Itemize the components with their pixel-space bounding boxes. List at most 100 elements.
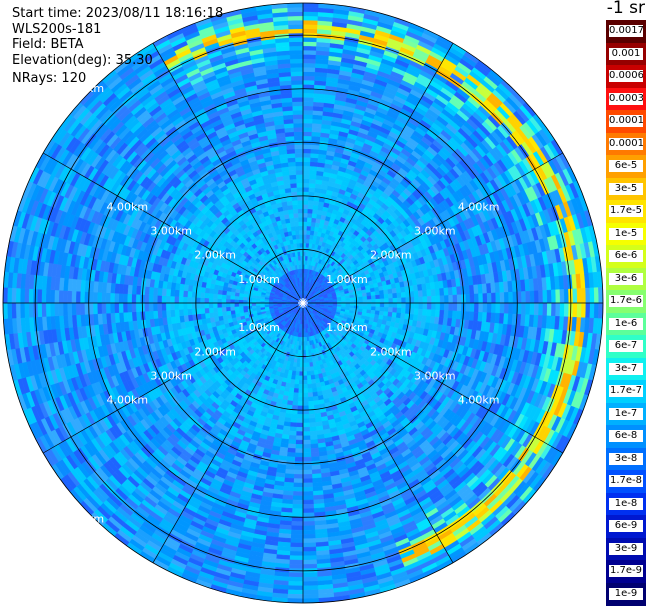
ray-gate bbox=[469, 293, 475, 304]
ray-gate bbox=[302, 551, 317, 557]
ray-gate bbox=[362, 296, 368, 301]
ray-gate bbox=[302, 379, 308, 385]
ray-gate bbox=[302, 512, 315, 518]
ray-gate bbox=[349, 300, 355, 304]
ray-gate bbox=[308, 182, 316, 189]
ray-gate bbox=[418, 302, 424, 310]
ray-gate bbox=[302, 15, 319, 21]
ray-gate bbox=[405, 302, 411, 309]
ray-gate bbox=[499, 302, 505, 314]
ray-gate bbox=[289, 422, 297, 428]
ray-gate bbox=[383, 289, 389, 295]
ray-gate bbox=[310, 152, 319, 159]
ray-gate bbox=[589, 302, 595, 319]
ray-gate bbox=[435, 295, 441, 304]
ray-gate bbox=[302, 109, 314, 115]
ray-gate bbox=[302, 486, 314, 492]
ray-gate bbox=[387, 311, 393, 318]
ray-gate bbox=[388, 298, 394, 304]
ray-gate bbox=[295, 439, 304, 445]
ray-gate bbox=[538, 302, 544, 316]
ray-gate bbox=[305, 362, 310, 368]
ray-gate bbox=[396, 297, 402, 304]
ray-gate bbox=[508, 291, 514, 304]
ray-gate bbox=[302, 559, 317, 565]
ray-gate bbox=[302, 75, 316, 81]
ray-gate bbox=[292, 491, 304, 497]
ray-gate bbox=[302, 88, 315, 94]
ray-gate bbox=[302, 169, 311, 175]
ray-gate bbox=[555, 289, 561, 304]
ray-gate bbox=[439, 287, 445, 297]
ray-gate bbox=[302, 585, 319, 591]
ray-gate bbox=[302, 62, 316, 68]
ray-gate bbox=[302, 345, 306, 351]
ray-gate bbox=[426, 296, 432, 304]
ray-gate bbox=[499, 292, 505, 304]
ray-gate bbox=[302, 97, 314, 103]
ray-gate bbox=[371, 302, 377, 308]
ray-gate bbox=[422, 309, 428, 317]
ray-gate bbox=[542, 290, 548, 304]
ray-gate bbox=[392, 302, 398, 309]
ray-gate bbox=[302, 71, 316, 77]
ray-gate bbox=[302, 187, 310, 192]
ray-gate bbox=[512, 291, 518, 304]
ray-gate bbox=[287, 447, 296, 454]
ray-gate bbox=[362, 299, 368, 304]
ray-gate bbox=[295, 435, 304, 441]
ray-gate bbox=[294, 456, 304, 462]
ray-gate bbox=[309, 174, 317, 180]
ray-gate bbox=[302, 495, 314, 501]
ray-gate bbox=[297, 396, 304, 402]
ray-gate bbox=[379, 302, 385, 308]
ray-gate bbox=[288, 572, 304, 578]
ray-gate bbox=[302, 542, 316, 548]
ray-gate bbox=[473, 302, 479, 313]
ray-gate bbox=[291, 516, 304, 522]
ray-gate bbox=[307, 217, 313, 223]
ray-gate bbox=[302, 49, 317, 55]
ray-gate bbox=[302, 598, 319, 604]
ray-gate bbox=[302, 431, 311, 437]
ray-gate bbox=[302, 546, 317, 552]
ray-gate bbox=[391, 288, 397, 294]
ray-gate bbox=[538, 290, 544, 304]
ray-gate bbox=[388, 307, 394, 313]
ray-gate bbox=[298, 388, 304, 394]
ray-gate bbox=[290, 529, 304, 535]
ray-gate bbox=[444, 302, 449, 311]
ray-gate bbox=[495, 302, 501, 314]
ray-gate bbox=[443, 310, 449, 319]
ray-gate bbox=[400, 292, 406, 299]
ray-gate bbox=[287, 589, 304, 595]
ray-gate bbox=[491, 302, 497, 314]
ray-gate bbox=[439, 295, 445, 304]
ray-gate bbox=[308, 187, 316, 193]
ray-gate bbox=[478, 302, 484, 313]
ray-gate bbox=[305, 345, 309, 351]
ray-gate bbox=[302, 174, 310, 180]
ray-gate bbox=[559, 289, 565, 304]
ray-gate bbox=[312, 391, 318, 397]
ray-gate bbox=[392, 307, 398, 314]
ray-gate bbox=[302, 580, 319, 587]
ray-gate bbox=[302, 79, 315, 85]
ray-gate bbox=[414, 302, 419, 310]
ray-gate bbox=[302, 19, 319, 26]
ray-gate bbox=[302, 473, 313, 479]
ray-gate bbox=[516, 302, 522, 315]
ray-gate bbox=[302, 521, 315, 527]
ray-gate bbox=[375, 298, 381, 304]
ray-gate bbox=[302, 7, 319, 13]
ray-gate bbox=[598, 287, 604, 304]
ray-gate bbox=[302, 229, 308, 235]
ray-gate bbox=[302, 358, 307, 364]
ray-gate bbox=[370, 291, 376, 297]
ray-gate bbox=[422, 302, 428, 310]
ray-gate bbox=[439, 309, 445, 319]
ray-gate bbox=[529, 290, 535, 304]
ray-gate bbox=[486, 292, 492, 304]
ray-gate bbox=[299, 366, 304, 372]
ray-gate bbox=[293, 478, 304, 484]
